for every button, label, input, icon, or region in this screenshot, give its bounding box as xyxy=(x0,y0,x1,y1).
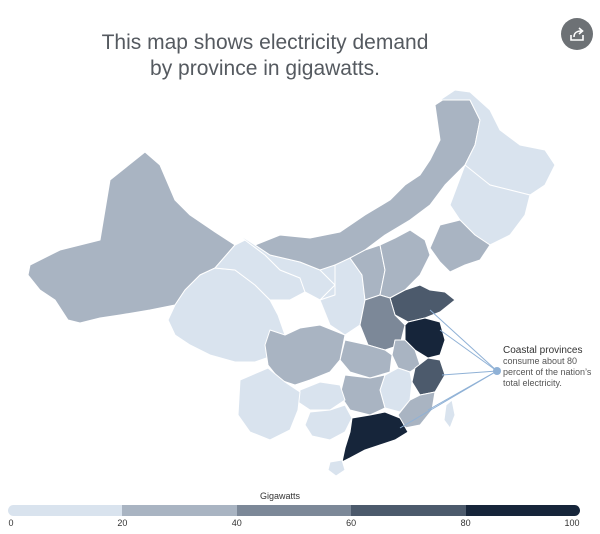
title-line-2: by province in gigawatts. xyxy=(150,57,380,80)
province-yunnan[interactable] xyxy=(237,367,301,441)
legend-segment xyxy=(465,505,580,516)
province-shandong[interactable] xyxy=(389,284,456,323)
annotation-line-jiangsu xyxy=(439,329,498,372)
annotation-line-shandong xyxy=(429,309,498,372)
legend-tick-label: 100 xyxy=(564,518,580,528)
annotation-body: consume about 80 percent of the nation’s… xyxy=(503,356,592,388)
legend-tick-label: 20 xyxy=(117,518,128,528)
province-guangdong[interactable] xyxy=(341,411,409,463)
province-guangxi[interactable] xyxy=(304,404,353,441)
legend-tick-label: 40 xyxy=(231,518,242,528)
province-jilin[interactable] xyxy=(449,164,531,246)
province-hebei[interactable] xyxy=(379,229,431,299)
legend-bar xyxy=(8,505,580,516)
share-icon xyxy=(570,27,584,41)
province-taiwan[interactable] xyxy=(443,399,456,429)
share-button[interactable] xyxy=(561,18,593,50)
annotation-lead: Coastal provinces xyxy=(503,345,583,356)
title-line-1: This map shows electricity demand xyxy=(101,31,429,54)
annotation-dot xyxy=(493,367,501,375)
legend-tick-label: 60 xyxy=(346,518,357,528)
legend-title: Gigawatts xyxy=(260,491,301,501)
annotation-line-zhejiang xyxy=(441,370,498,376)
province-liaoning[interactable] xyxy=(429,219,491,273)
legend-segment xyxy=(8,505,123,516)
annotation-line-guangdong xyxy=(399,370,498,429)
province-guizhou[interactable] xyxy=(297,381,346,411)
province-hainan[interactable] xyxy=(327,459,346,477)
legend-tick-label: 0 xyxy=(8,518,14,528)
province-zhejiang[interactable] xyxy=(411,357,446,396)
legend-segment xyxy=(236,505,352,516)
annotation-text: Coastal provinces consume about 80 perce… xyxy=(503,345,598,389)
legend-tick-label: 80 xyxy=(460,518,471,528)
legend-segment xyxy=(122,505,237,516)
map-title: This map shows electricity demand by pro… xyxy=(60,30,470,82)
legend-segment xyxy=(351,505,466,516)
province-sichuan[interactable] xyxy=(264,324,346,386)
